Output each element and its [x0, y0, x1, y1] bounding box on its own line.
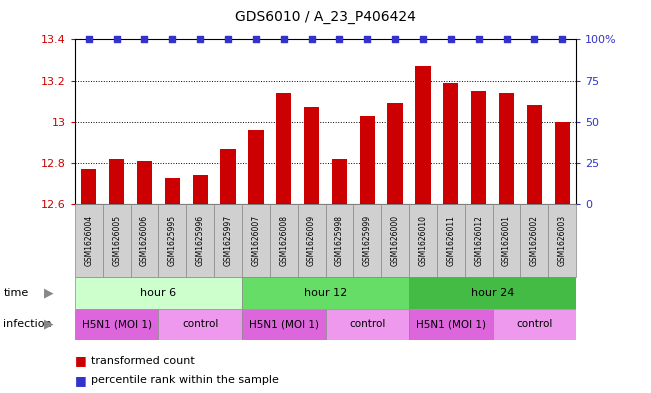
Bar	[437, 204, 465, 277]
Bar	[353, 204, 381, 277]
Bar	[75, 277, 242, 309]
Bar	[555, 122, 570, 204]
Point	[111, 36, 122, 42]
Text: infection: infection	[3, 319, 52, 329]
Text: GSM1626009: GSM1626009	[307, 215, 316, 266]
Bar	[186, 204, 214, 277]
Text: control: control	[516, 319, 553, 329]
Point	[557, 36, 568, 42]
Text: GSM1625995: GSM1625995	[168, 215, 177, 266]
Text: GSM1626004: GSM1626004	[84, 215, 93, 266]
Point	[445, 36, 456, 42]
Text: GSM1625999: GSM1625999	[363, 215, 372, 266]
Bar	[137, 161, 152, 204]
Text: control: control	[182, 319, 218, 329]
Bar	[520, 204, 548, 277]
Text: time: time	[3, 288, 29, 298]
Text: GSM1626002: GSM1626002	[530, 215, 539, 266]
Point	[139, 36, 150, 42]
Bar	[165, 178, 180, 204]
Bar	[359, 116, 375, 204]
Bar	[298, 204, 326, 277]
Text: transformed count: transformed count	[91, 356, 195, 366]
Point	[167, 36, 178, 42]
Text: ▶: ▶	[44, 318, 54, 331]
Bar	[443, 83, 458, 204]
Bar	[103, 204, 131, 277]
Point	[223, 36, 233, 42]
Bar	[304, 107, 319, 204]
Bar	[409, 277, 576, 309]
Text: percentile rank within the sample: percentile rank within the sample	[91, 375, 279, 386]
Bar	[81, 169, 96, 204]
Point	[195, 36, 206, 42]
Bar	[415, 66, 430, 204]
Text: hour 24: hour 24	[471, 288, 514, 298]
Point	[307, 36, 317, 42]
Text: hour 6: hour 6	[141, 288, 176, 298]
Text: GSM1626005: GSM1626005	[112, 215, 121, 266]
Text: control: control	[349, 319, 385, 329]
Text: GSM1626000: GSM1626000	[391, 215, 400, 266]
Bar	[248, 130, 264, 204]
Bar	[75, 309, 158, 340]
Bar	[326, 309, 409, 340]
Bar	[387, 103, 403, 204]
Text: GSM1626001: GSM1626001	[502, 215, 511, 266]
Bar	[221, 149, 236, 204]
Text: GSM1626008: GSM1626008	[279, 215, 288, 266]
Text: H5N1 (MOI 1): H5N1 (MOI 1)	[416, 319, 486, 329]
Bar	[242, 277, 409, 309]
Bar	[109, 159, 124, 204]
Bar	[158, 204, 186, 277]
Text: GSM1625997: GSM1625997	[223, 215, 232, 266]
Text: GSM1625996: GSM1625996	[196, 215, 204, 266]
Text: ■: ■	[75, 354, 87, 367]
Point	[251, 36, 261, 42]
Point	[279, 36, 289, 42]
Bar	[471, 91, 486, 204]
Text: ■: ■	[75, 374, 87, 387]
Point	[473, 36, 484, 42]
Bar	[242, 204, 270, 277]
Bar	[158, 309, 242, 340]
Bar	[465, 204, 493, 277]
Point	[529, 36, 540, 42]
Bar	[131, 204, 158, 277]
Bar	[276, 93, 292, 204]
Bar	[326, 204, 353, 277]
Text: H5N1 (MOI 1): H5N1 (MOI 1)	[81, 319, 152, 329]
Text: H5N1 (MOI 1): H5N1 (MOI 1)	[249, 319, 319, 329]
Text: GSM1626007: GSM1626007	[251, 215, 260, 266]
Text: GSM1626010: GSM1626010	[419, 215, 428, 266]
Point	[334, 36, 344, 42]
Bar	[409, 309, 493, 340]
Text: GSM1626012: GSM1626012	[474, 215, 483, 266]
Text: GSM1626006: GSM1626006	[140, 215, 149, 266]
Point	[418, 36, 428, 42]
Point	[501, 36, 512, 42]
Bar	[499, 93, 514, 204]
Bar	[270, 204, 298, 277]
Point	[390, 36, 400, 42]
Bar	[242, 309, 326, 340]
Bar	[381, 204, 409, 277]
Text: GDS6010 / A_23_P406424: GDS6010 / A_23_P406424	[235, 9, 416, 24]
Bar	[193, 176, 208, 204]
Bar	[75, 204, 103, 277]
Point	[362, 36, 372, 42]
Text: ▶: ▶	[44, 286, 54, 299]
Text: GSM1626003: GSM1626003	[558, 215, 567, 266]
Bar	[214, 204, 242, 277]
Bar	[548, 204, 576, 277]
Bar	[332, 159, 347, 204]
Bar	[493, 204, 520, 277]
Bar	[527, 105, 542, 204]
Bar	[493, 309, 576, 340]
Text: GSM1625998: GSM1625998	[335, 215, 344, 266]
Bar	[409, 204, 437, 277]
Point	[83, 36, 94, 42]
Text: hour 12: hour 12	[304, 288, 347, 298]
Text: GSM1626011: GSM1626011	[447, 215, 455, 266]
